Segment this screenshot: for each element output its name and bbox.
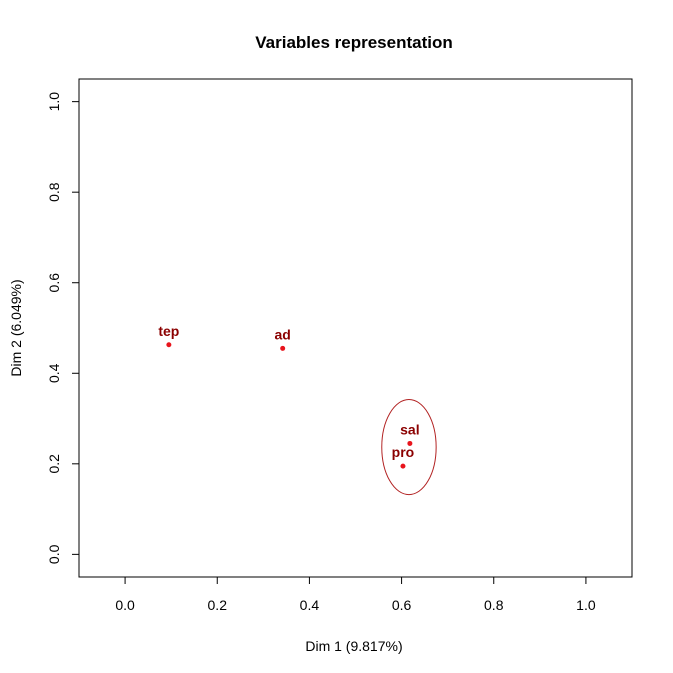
point-label-ad: ad — [275, 326, 291, 342]
y-tick-label: 0.6 — [46, 273, 62, 293]
confidence-ellipse — [381, 399, 437, 496]
x-tick-label: 0.0 — [115, 597, 135, 613]
x-tick-label: 0.2 — [208, 597, 228, 613]
x-tick-label: 0.8 — [484, 597, 504, 613]
y-tick-label: 0.0 — [46, 544, 62, 564]
point-ad — [280, 345, 286, 351]
x-tick-label: 1.0 — [576, 597, 596, 613]
point-tep — [166, 342, 172, 348]
y-axis-label: Dim 2 (6.049%) — [8, 279, 24, 376]
point-pro — [400, 463, 406, 469]
point-label-sal: sal — [400, 421, 419, 437]
x-tick-label: 0.6 — [392, 597, 412, 613]
chart-title: Variables representation — [255, 33, 452, 52]
x-axis: 0.0 0.2 0.4 0.6 0.8 1.0 — [115, 576, 596, 613]
ellipse-layer — [381, 399, 437, 496]
point-sal — [407, 440, 413, 446]
x-axis-label: Dim 1 (9.817%) — [305, 638, 402, 654]
y-tick-label: 0.4 — [46, 363, 62, 383]
point-label-tep: tep — [158, 323, 179, 339]
point-label-pro: pro — [392, 444, 415, 460]
y-axis: 0.0 0.2 0.4 0.6 0.8 1.0 — [46, 92, 80, 564]
points-layer: tep ad sal pro — [158, 323, 420, 469]
x-tick-label: 0.4 — [300, 597, 320, 613]
y-tick-label: 0.8 — [46, 182, 62, 202]
y-tick-label: 1.0 — [46, 92, 62, 112]
y-tick-label: 0.2 — [46, 454, 62, 474]
